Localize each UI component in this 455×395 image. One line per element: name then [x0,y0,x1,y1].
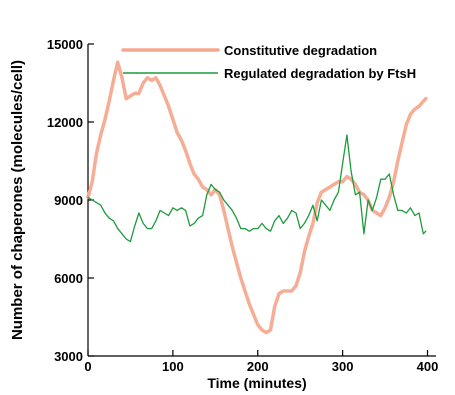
x-tick-label: 0 [84,359,91,374]
y-tick-label: 15000 [47,37,83,52]
x-tick-label: 200 [247,359,269,374]
legend: Constitutive degradation Regulated degra… [121,43,416,81]
legend-label-regulated: Regulated degradation by FtsH [224,66,416,81]
legend-label-constitutive: Constitutive degradation [224,43,377,58]
y-tick-label: 6000 [54,271,83,286]
y-tick-label: 3000 [54,349,83,364]
x-tick-label: 300 [332,359,354,374]
x-axis-title: Time (minutes) [207,375,306,391]
y-ticks: 3000 6000 9000 12000 15000 [47,37,94,364]
x-tick-label: 400 [417,359,439,374]
y-tick-label: 9000 [54,193,83,208]
series-line-regulated [87,134,427,243]
series-line-constitutive [86,60,428,335]
y-tick-label: 12000 [47,115,83,130]
series-lines [86,60,428,335]
x-tick-label: 100 [162,359,184,374]
x-ticks: 0 100 200 300 400 [84,350,438,374]
y-axis-title: Number of chaperones (molecules/cell) [9,60,26,340]
